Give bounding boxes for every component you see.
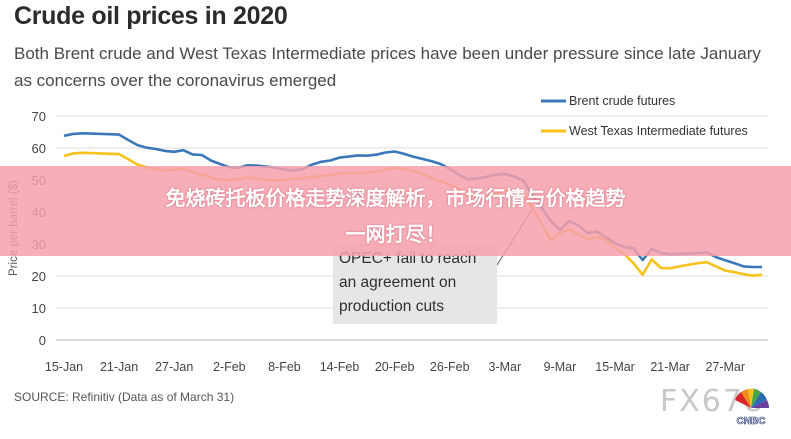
x-tick-label: 27-Jan bbox=[155, 360, 193, 374]
brent-series-line bbox=[63, 132, 762, 269]
legend-label-wti: West Texas Intermediate futures bbox=[569, 124, 748, 138]
x-tick-label: 8-Feb bbox=[268, 360, 301, 374]
cnbc-peacock-icon: CNBC bbox=[735, 388, 769, 427]
y-tick-label: 60 bbox=[32, 141, 46, 156]
x-tick-label: 9-Mar bbox=[544, 360, 577, 374]
headline-line-1: 免烧砖托板价格走势深度解析，市场行情与价格趋势 bbox=[165, 186, 626, 210]
y-tick-label: 10 bbox=[32, 301, 46, 316]
y-tick-label: 0 bbox=[39, 333, 46, 348]
headline-line-2: 一网打尽！ bbox=[345, 222, 446, 246]
x-tick-label: 15-Jan bbox=[45, 360, 83, 374]
x-tick-label: 15-Mar bbox=[595, 360, 635, 374]
x-tick-label: 14-Feb bbox=[320, 360, 360, 374]
x-tick-label: 20-Feb bbox=[375, 360, 415, 374]
y-tick-label: 70 bbox=[32, 109, 46, 124]
y-tick-label: 20 bbox=[32, 269, 46, 284]
source-note: SOURCE: Refinitiv (Data as of March 31) bbox=[14, 390, 235, 404]
x-tick-label: 21-Mar bbox=[650, 360, 690, 374]
chart-subtitle: Both Brent crude and West Texas Intermed… bbox=[14, 44, 761, 90]
legend-label-brent: Brent crude futures bbox=[569, 94, 675, 108]
x-tick-label: 26-Feb bbox=[430, 360, 470, 374]
chart-title: Crude oil prices in 2020 bbox=[14, 2, 288, 30]
x-tick-label: 27-Mar bbox=[705, 360, 745, 374]
cnbc-logo-text: CNBC bbox=[737, 416, 766, 427]
x-tick-label: 21-Jan bbox=[100, 360, 138, 374]
headline-banner bbox=[0, 166, 791, 256]
x-tick-label: 3-Mar bbox=[489, 360, 522, 374]
callout-box bbox=[333, 244, 497, 324]
callout-line-2: an agreement on bbox=[339, 274, 457, 291]
x-tick-label: 2-Feb bbox=[213, 360, 246, 374]
headline-banner-text[interactable]: 免烧砖托板价格走势深度解析，市场行情与价格趋势 一网打尽！ bbox=[0, 180, 791, 252]
callout-line-3: production cuts bbox=[339, 298, 445, 315]
